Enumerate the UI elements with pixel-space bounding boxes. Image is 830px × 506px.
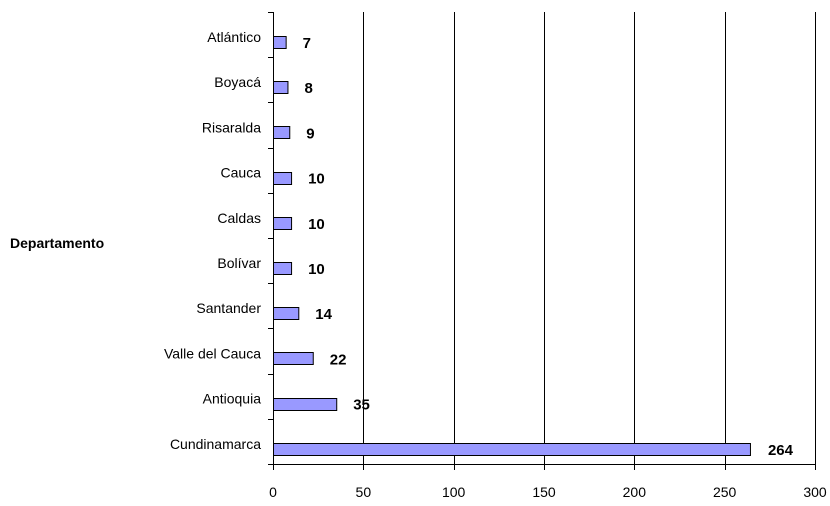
- bar-3: [273, 172, 293, 185]
- category-label: Atlántico: [207, 29, 261, 45]
- data-label: 10: [308, 216, 325, 233]
- category-labels: Atlántico Boyacá Risaralda Cauca Caldas Bolív…: [164, 29, 261, 452]
- y-axis-title: Departamento: [10, 235, 104, 251]
- x-tick-label: 150: [532, 484, 556, 500]
- data-label: 264: [768, 442, 794, 459]
- bars: [273, 36, 751, 456]
- data-label: 7: [303, 35, 311, 52]
- data-label: 14: [315, 306, 332, 323]
- x-tick-label: 0: [269, 484, 277, 500]
- bar-2: [273, 126, 291, 139]
- category-label: Cauca: [221, 165, 262, 181]
- bar-9: [273, 443, 751, 456]
- x-tick-label: 100: [442, 484, 466, 500]
- data-label: 10: [308, 171, 325, 188]
- category-label: Bolívar: [217, 255, 261, 271]
- axes: [268, 12, 816, 470]
- x-tick-label: 250: [713, 484, 737, 500]
- bar-4: [273, 217, 293, 230]
- data-label: 8: [304, 80, 312, 97]
- category-label: Risaralda: [202, 119, 261, 135]
- bar-1: [273, 81, 289, 94]
- data-labels: 7 8 9 10 10 10 14 22 35 264: [303, 35, 794, 459]
- x-tick-label: 50: [356, 484, 372, 500]
- x-tick-label: 200: [623, 484, 647, 500]
- bar-0: [273, 36, 287, 49]
- gridlines: [363, 12, 816, 464]
- category-label: Caldas: [217, 210, 261, 226]
- bar-8: [273, 398, 338, 411]
- x-tick-label: 300: [803, 484, 827, 500]
- category-label: Santander: [196, 300, 261, 316]
- category-label: Valle del Cauca: [164, 345, 261, 361]
- bar-5: [273, 262, 293, 275]
- category-label: Boyacá: [214, 74, 261, 90]
- data-label: 35: [353, 397, 370, 414]
- bar-7: [273, 352, 314, 365]
- data-label: 9: [306, 125, 314, 142]
- category-label: Cundinamarca: [170, 436, 261, 452]
- bar-6: [273, 307, 300, 320]
- category-label: Antioquia: [203, 391, 262, 407]
- data-label: 22: [330, 351, 347, 368]
- x-tick-labels: 0 50 100 150 200 250 300: [269, 484, 827, 500]
- data-label: 10: [308, 261, 325, 278]
